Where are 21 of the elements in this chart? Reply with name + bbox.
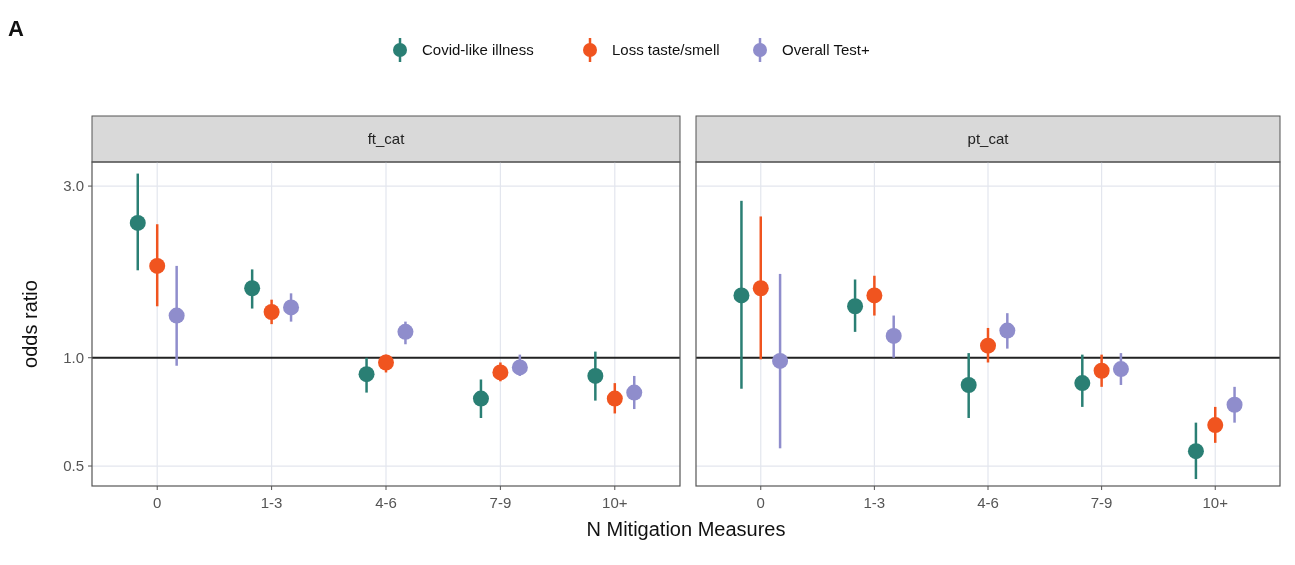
x-tick-label: 10+ xyxy=(602,494,628,511)
text: A xyxy=(8,16,24,41)
legend-label: Overall Test+ xyxy=(782,41,870,58)
x-tick-label: 4-6 xyxy=(977,494,999,511)
y-tick-label: 3.0 xyxy=(63,177,84,195)
x-tick-label: 0 xyxy=(756,494,765,511)
x-tick-label: 1-3 xyxy=(863,494,886,511)
chart-title: pt_cat xyxy=(967,130,1010,147)
x-tick-label: 1-3 xyxy=(260,494,283,511)
y-tick-label: 0.5 xyxy=(63,457,84,475)
legend-label: Loss taste/smell xyxy=(612,41,720,58)
x-tick-label: 10+ xyxy=(1202,494,1229,511)
legend-label: Covid-like illness xyxy=(422,41,534,58)
x-tick-label: 7-9 xyxy=(489,494,512,511)
x-tick-label: 4-6 xyxy=(375,494,397,511)
x-tick-label: 7-9 xyxy=(1090,494,1113,511)
y-axis-title: odds ratio xyxy=(19,280,41,368)
x-tick-label: 0 xyxy=(153,494,162,511)
chart-title: ft_cat xyxy=(367,130,406,147)
x-axis-title: N Mitigation Measures xyxy=(586,518,786,540)
y-tick-label: 1.0 xyxy=(63,348,84,366)
